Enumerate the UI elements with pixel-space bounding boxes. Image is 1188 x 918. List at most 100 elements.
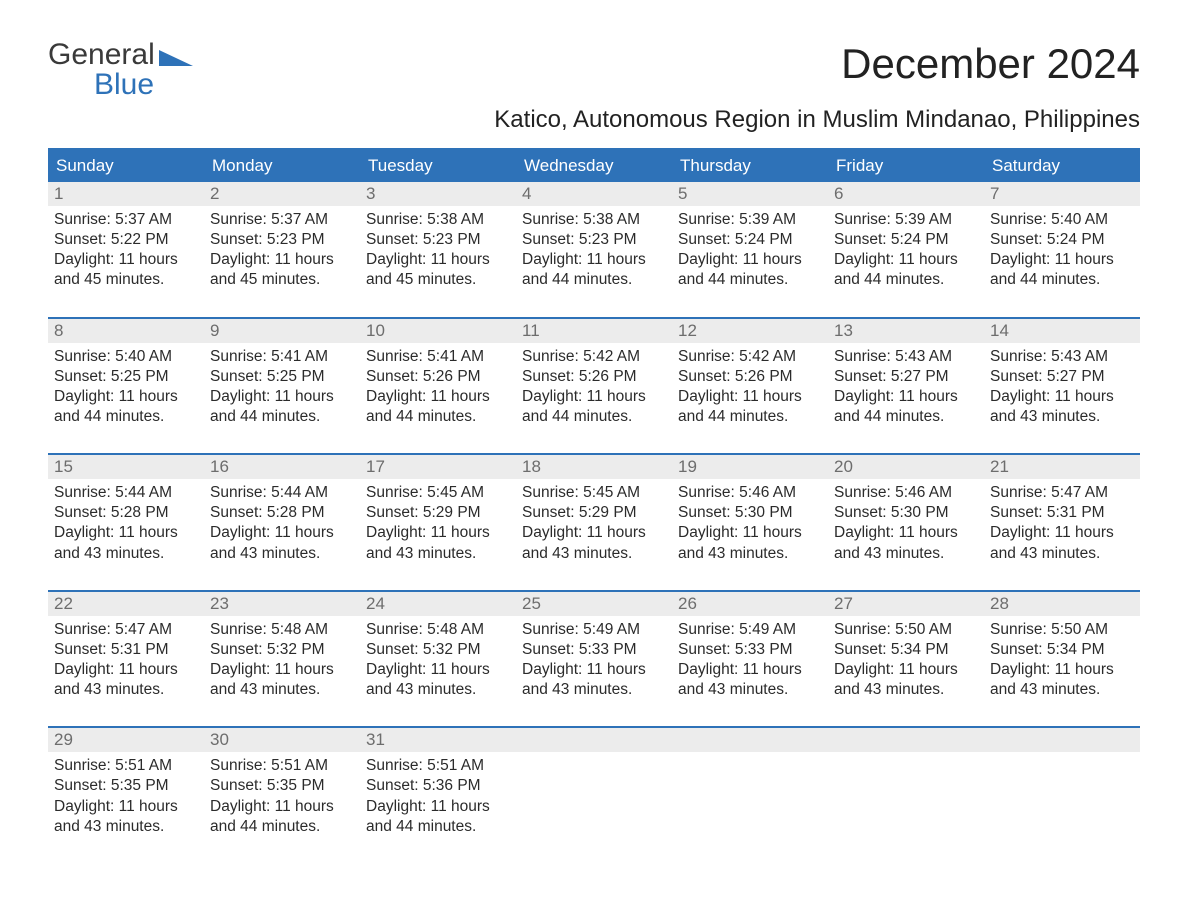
daylight-line-1: Daylight: 11 hours [210,387,354,407]
sunrise-line: Sunrise: 5:38 AM [522,210,666,230]
daylight-line-2: and 44 minutes. [522,407,666,427]
daylight-line-2: and 43 minutes. [210,544,354,564]
daylight-line-2: and 44 minutes. [678,270,822,290]
cell-body: Sunrise: 5:42 AMSunset: 5:26 PMDaylight:… [516,343,672,430]
sunset-line: Sunset: 5:31 PM [54,640,198,660]
daylight-line-2: and 44 minutes. [366,817,510,837]
day-header: Wednesday [516,150,672,182]
daylight-line-1: Daylight: 11 hours [522,660,666,680]
day-header: Saturday [984,150,1140,182]
sunset-line: Sunset: 5:29 PM [522,503,666,523]
daylight-line-1: Daylight: 11 hours [54,250,198,270]
sunset-line: Sunset: 5:35 PM [210,776,354,796]
daylight-line-1: Daylight: 11 hours [678,523,822,543]
cell-body: Sunrise: 5:50 AMSunset: 5:34 PMDaylight:… [828,616,984,703]
daylight-line-1: Daylight: 11 hours [210,523,354,543]
sunrise-line: Sunrise: 5:50 AM [990,620,1134,640]
daylight-line-1: Daylight: 11 hours [54,797,198,817]
day-number: 29 [48,728,204,752]
calendar-cell [516,728,672,839]
day-number: 6 [828,182,984,206]
cell-body: Sunrise: 5:37 AMSunset: 5:23 PMDaylight:… [204,206,360,293]
daylight-line-2: and 43 minutes. [366,544,510,564]
sunset-line: Sunset: 5:34 PM [834,640,978,660]
daylight-line-1: Daylight: 11 hours [210,797,354,817]
calendar-cell: 9Sunrise: 5:41 AMSunset: 5:25 PMDaylight… [204,319,360,430]
sunrise-line: Sunrise: 5:47 AM [990,483,1134,503]
cell-body: Sunrise: 5:44 AMSunset: 5:28 PMDaylight:… [48,479,204,566]
daylight-line-2: and 44 minutes. [366,407,510,427]
cell-body: Sunrise: 5:48 AMSunset: 5:32 PMDaylight:… [360,616,516,703]
day-number-empty [516,728,672,752]
sunset-line: Sunset: 5:27 PM [834,367,978,387]
calendar-cell: 31Sunrise: 5:51 AMSunset: 5:36 PMDayligh… [360,728,516,839]
sunrise-line: Sunrise: 5:43 AM [834,347,978,367]
sunrise-line: Sunrise: 5:48 AM [366,620,510,640]
sunrise-line: Sunrise: 5:44 AM [54,483,198,503]
day-number: 20 [828,455,984,479]
cell-body: Sunrise: 5:51 AMSunset: 5:36 PMDaylight:… [360,752,516,839]
daylight-line-1: Daylight: 11 hours [210,250,354,270]
day-number: 2 [204,182,360,206]
calendar-cell: 23Sunrise: 5:48 AMSunset: 5:32 PMDayligh… [204,592,360,703]
calendar-cell: 7Sunrise: 5:40 AMSunset: 5:24 PMDaylight… [984,182,1140,293]
daylight-line-2: and 44 minutes. [210,817,354,837]
sunset-line: Sunset: 5:32 PM [366,640,510,660]
calendar-cell: 26Sunrise: 5:49 AMSunset: 5:33 PMDayligh… [672,592,828,703]
daylight-line-2: and 43 minutes. [678,544,822,564]
sunrise-line: Sunrise: 5:38 AM [366,210,510,230]
day-number: 8 [48,319,204,343]
sunset-line: Sunset: 5:26 PM [366,367,510,387]
sunset-line: Sunset: 5:24 PM [678,230,822,250]
calendar-cell: 5Sunrise: 5:39 AMSunset: 5:24 PMDaylight… [672,182,828,293]
calendar-cell: 29Sunrise: 5:51 AMSunset: 5:35 PMDayligh… [48,728,204,839]
day-number: 4 [516,182,672,206]
daylight-line-1: Daylight: 11 hours [54,523,198,543]
cell-body: Sunrise: 5:45 AMSunset: 5:29 PMDaylight:… [360,479,516,566]
day-number: 28 [984,592,1140,616]
sunset-line: Sunset: 5:36 PM [366,776,510,796]
day-header: Tuesday [360,150,516,182]
cell-body: Sunrise: 5:47 AMSunset: 5:31 PMDaylight:… [48,616,204,703]
calendar-cell [672,728,828,839]
sunrise-line: Sunrise: 5:41 AM [210,347,354,367]
sunrise-line: Sunrise: 5:49 AM [678,620,822,640]
sunrise-line: Sunrise: 5:45 AM [522,483,666,503]
calendar-cell: 11Sunrise: 5:42 AMSunset: 5:26 PMDayligh… [516,319,672,430]
calendar-cell: 24Sunrise: 5:48 AMSunset: 5:32 PMDayligh… [360,592,516,703]
sunset-line: Sunset: 5:35 PM [54,776,198,796]
daylight-line-2: and 44 minutes. [678,407,822,427]
daylight-line-1: Daylight: 11 hours [54,387,198,407]
cell-body: Sunrise: 5:45 AMSunset: 5:29 PMDaylight:… [516,479,672,566]
sunrise-line: Sunrise: 5:47 AM [54,620,198,640]
calendar-cell: 30Sunrise: 5:51 AMSunset: 5:35 PMDayligh… [204,728,360,839]
daylight-line-1: Daylight: 11 hours [210,660,354,680]
brand-line1: General [48,40,155,70]
sunset-line: Sunset: 5:33 PM [522,640,666,660]
daylight-line-1: Daylight: 11 hours [522,250,666,270]
daylight-line-2: and 43 minutes. [54,817,198,837]
cell-body: Sunrise: 5:49 AMSunset: 5:33 PMDaylight:… [516,616,672,703]
calendar-cell: 20Sunrise: 5:46 AMSunset: 5:30 PMDayligh… [828,455,984,566]
sunrise-line: Sunrise: 5:37 AM [54,210,198,230]
sunrise-line: Sunrise: 5:44 AM [210,483,354,503]
daylight-line-2: and 44 minutes. [990,270,1134,290]
daylight-line-1: Daylight: 11 hours [990,250,1134,270]
cell-body: Sunrise: 5:46 AMSunset: 5:30 PMDaylight:… [828,479,984,566]
sunset-line: Sunset: 5:23 PM [366,230,510,250]
sunset-line: Sunset: 5:25 PM [54,367,198,387]
day-number: 16 [204,455,360,479]
sunrise-line: Sunrise: 5:39 AM [834,210,978,230]
daylight-line-1: Daylight: 11 hours [834,387,978,407]
calendar-cell: 27Sunrise: 5:50 AMSunset: 5:34 PMDayligh… [828,592,984,703]
day-number: 10 [360,319,516,343]
month-title: December 2024 [841,40,1140,88]
day-number: 26 [672,592,828,616]
calendar-cell: 12Sunrise: 5:42 AMSunset: 5:26 PMDayligh… [672,319,828,430]
calendar-cell: 22Sunrise: 5:47 AMSunset: 5:31 PMDayligh… [48,592,204,703]
calendar-cell: 18Sunrise: 5:45 AMSunset: 5:29 PMDayligh… [516,455,672,566]
day-number-empty [984,728,1140,752]
calendar-cell: 10Sunrise: 5:41 AMSunset: 5:26 PMDayligh… [360,319,516,430]
calendar-cell [828,728,984,839]
day-number: 17 [360,455,516,479]
